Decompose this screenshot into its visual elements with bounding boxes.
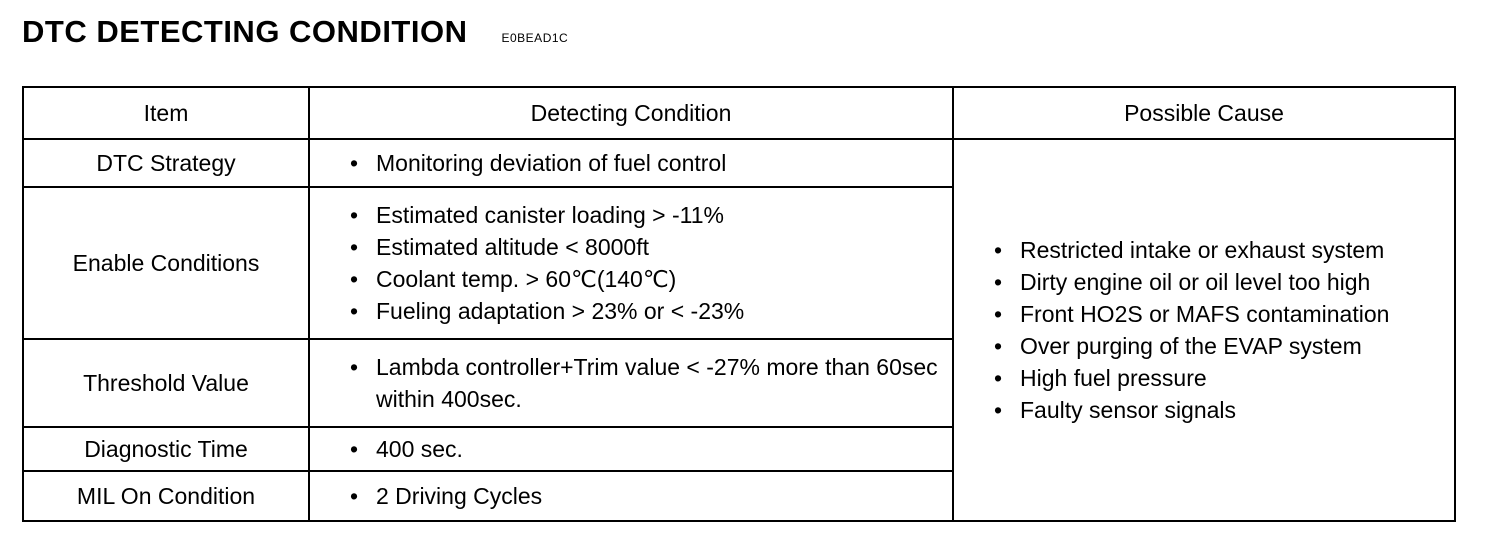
header-possible-cause: Possible Cause	[952, 86, 1456, 140]
item-diagnostic-time: Diagnostic Time	[22, 426, 310, 472]
cause-bullet: Faulty sensor signals	[994, 394, 1454, 426]
condition-bullet: 400 sec.	[350, 433, 952, 465]
page-heading: DTC DETECTING CONDITION E0BEAD1C	[22, 14, 568, 50]
table-row: Enable Conditions Estimated canister loa…	[22, 186, 1455, 340]
condition-cell: Lambda controller+Trim value < -27% more…	[308, 338, 954, 428]
possible-cause-cell: Restricted intake or exhaust system Dirt…	[952, 138, 1456, 522]
condition-cell: 2 Driving Cycles	[308, 470, 954, 522]
header-item: Item	[22, 86, 310, 140]
condition-bullet: Monitoring deviation of fuel control	[350, 147, 952, 179]
item-enable-conditions: Enable Conditions	[22, 186, 310, 340]
cause-bullet: Restricted intake or exhaust system	[994, 234, 1454, 266]
table-row: Diagnostic Time 400 sec.	[22, 426, 1455, 472]
page-title: DTC DETECTING CONDITION	[22, 14, 468, 49]
cause-bullet: Front HO2S or MAFS contamination	[994, 298, 1454, 330]
condition-cell: Estimated canister loading > -11% Estima…	[308, 186, 954, 340]
condition-bullet: 2 Driving Cycles	[350, 480, 952, 512]
table-row: DTC Strategy Monitoring deviation of fue…	[22, 138, 1456, 522]
condition-bullet: Coolant temp. > 60℃(140℃)	[350, 263, 952, 295]
condition-bullet: Estimated altitude < 8000ft	[350, 231, 952, 263]
cause-bullet: Over purging of the EVAP system	[994, 330, 1454, 362]
condition-bullet: Estimated canister loading > -11%	[350, 199, 952, 231]
cause-bullet: High fuel pressure	[994, 362, 1454, 394]
table-header-row: Item Detecting Condition Possible Cause	[22, 86, 1456, 140]
item-mil-on-condition: MIL On Condition	[22, 470, 310, 522]
dtc-condition-table: Item Detecting Condition Possible Cause …	[22, 86, 1456, 522]
item-threshold-value: Threshold Value	[22, 338, 310, 428]
item-dtc-strategy: DTC Strategy	[22, 138, 310, 188]
condition-bullet: Fueling adaptation > 23% or < -23%	[350, 295, 952, 327]
condition-cell: Monitoring deviation of fuel control	[308, 138, 954, 188]
condition-bullet: Lambda controller+Trim value < -27% more…	[350, 351, 952, 415]
document-code: E0BEAD1C	[501, 31, 569, 45]
condition-cell: 400 sec.	[308, 426, 954, 472]
table-row: Threshold Value Lambda controller+Trim v…	[22, 338, 1455, 428]
table-row: MIL On Condition 2 Driving Cycles	[22, 470, 1455, 522]
header-detecting-condition: Detecting Condition	[308, 86, 954, 140]
cause-bullet: Dirty engine oil or oil level too high	[994, 266, 1454, 298]
